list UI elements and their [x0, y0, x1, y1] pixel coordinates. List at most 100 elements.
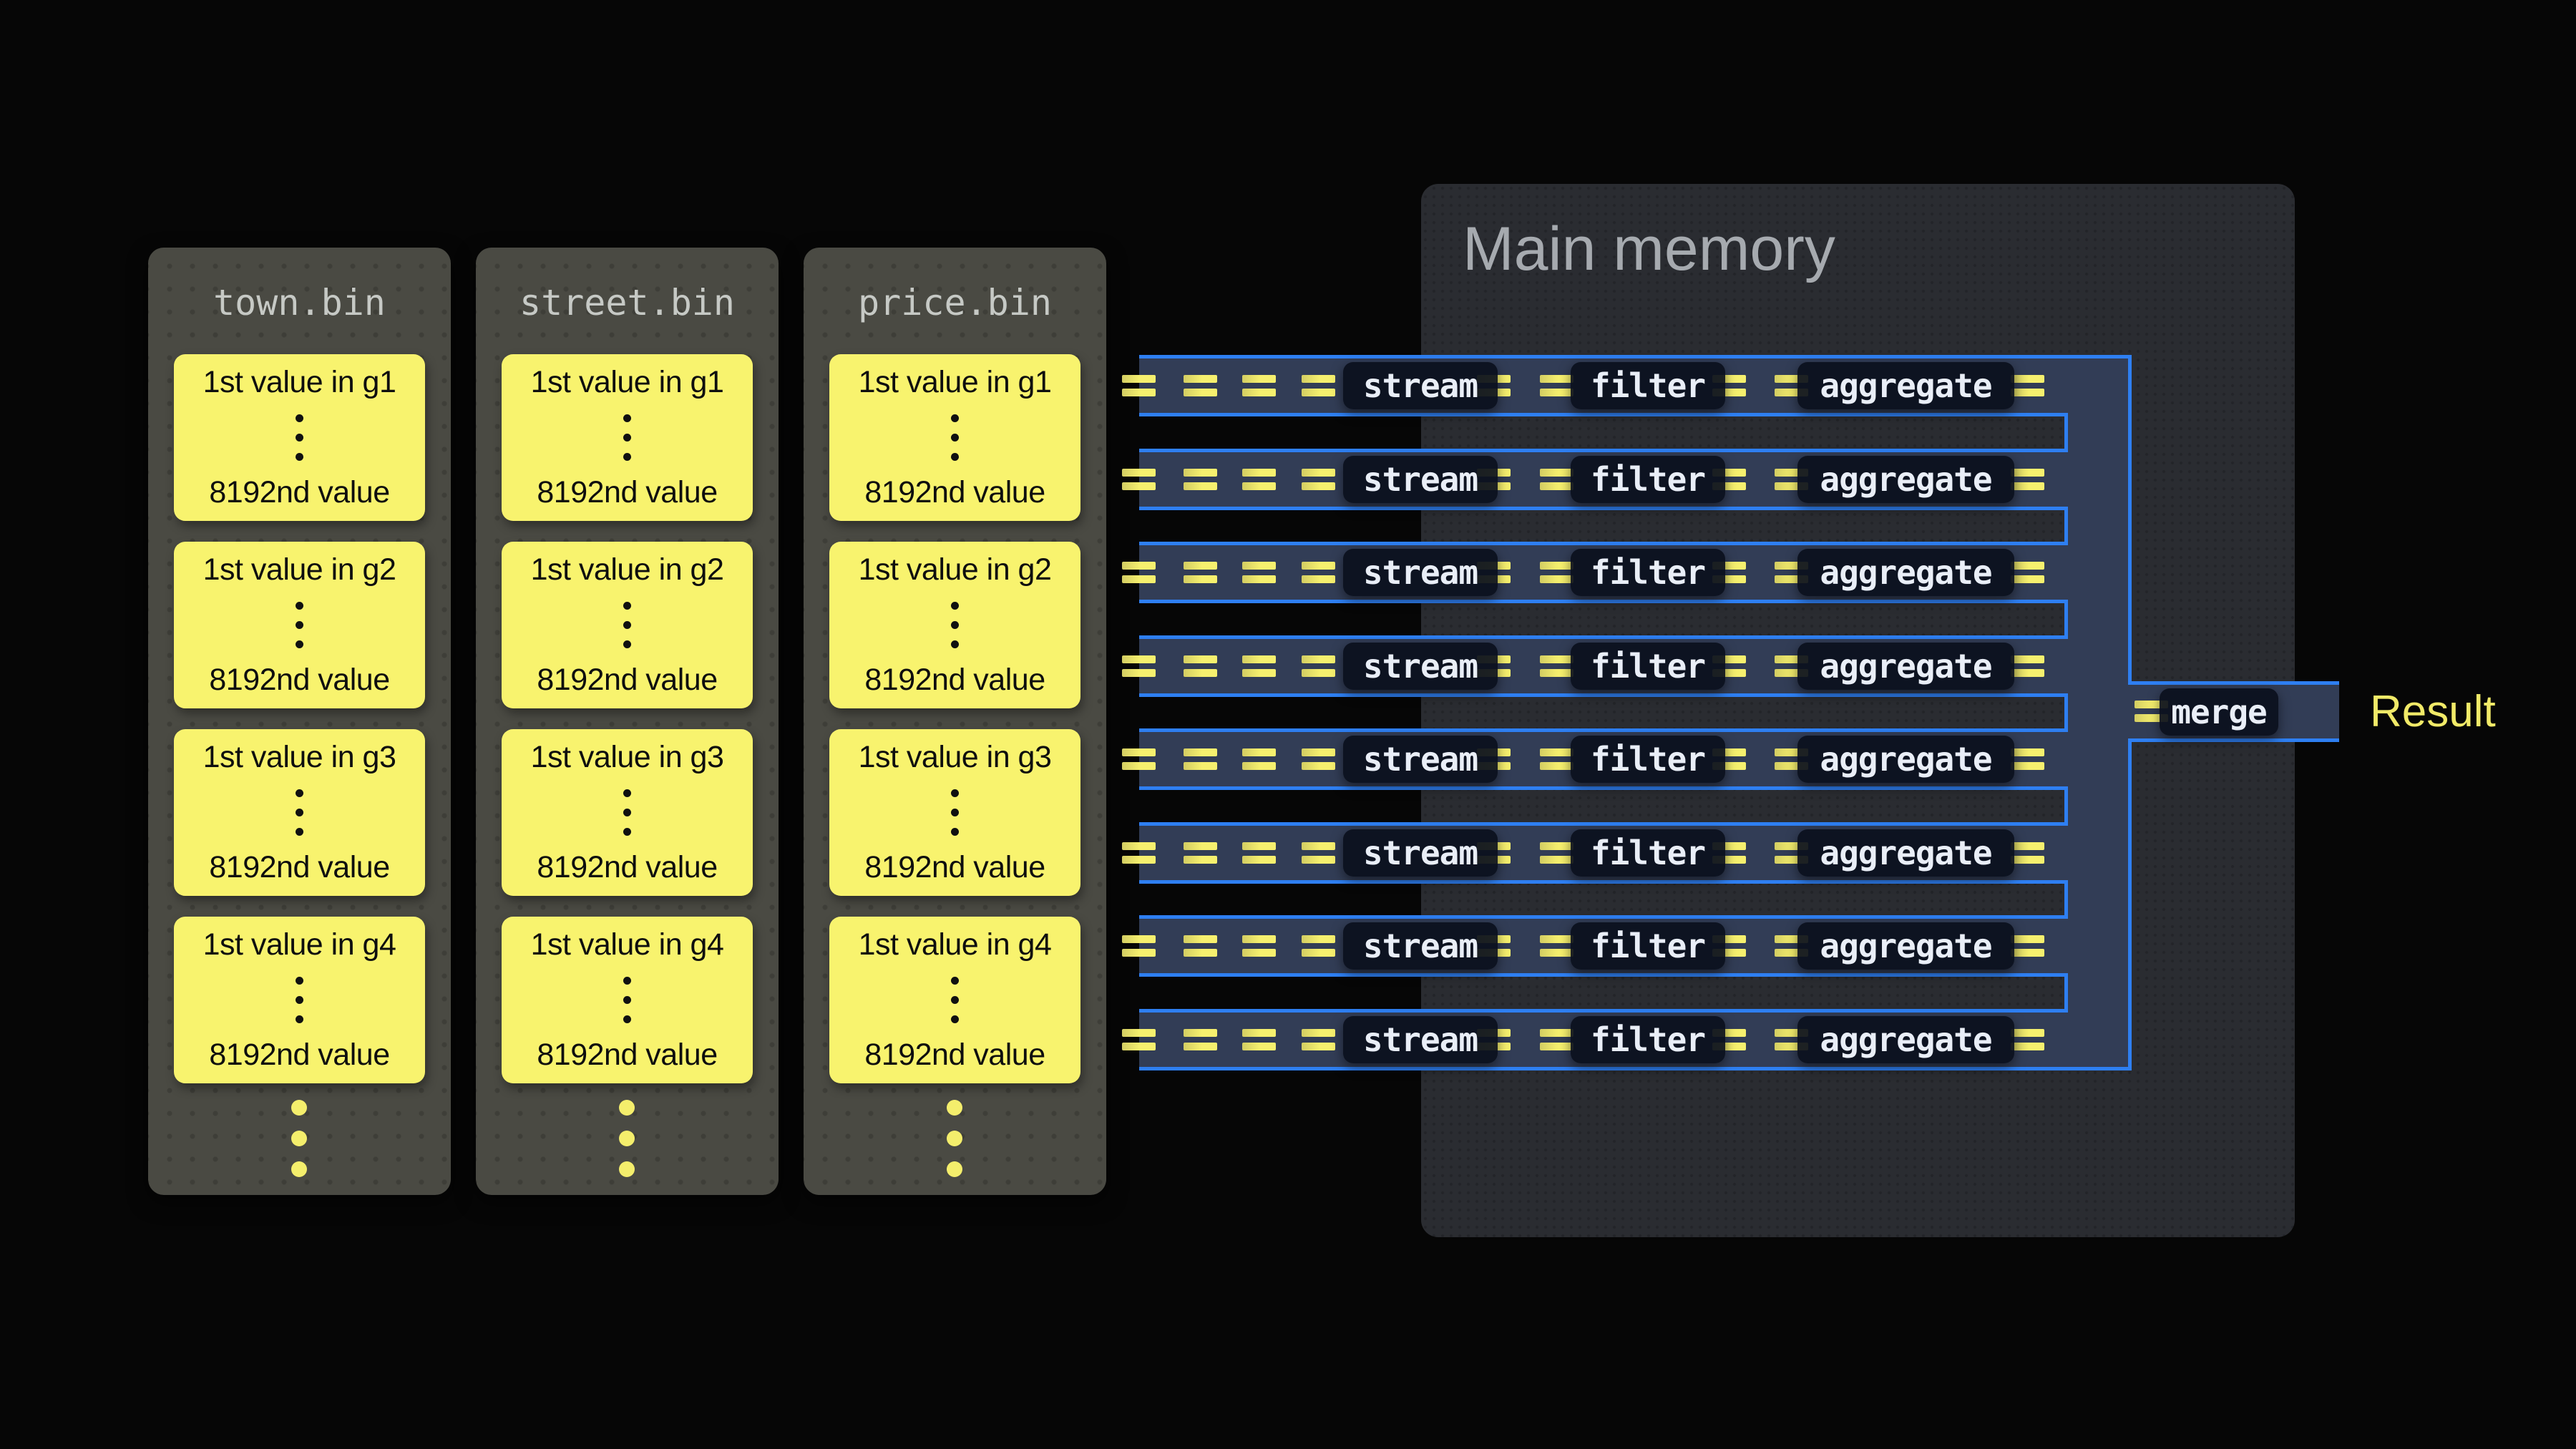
stream-operator-chip: stream — [1343, 922, 1498, 970]
main-memory-title: Main memory — [1463, 215, 1835, 283]
card-ellipsis-icon — [951, 977, 959, 1023]
data-stream-dashes-icon — [1242, 935, 1276, 957]
aggregate-operator-chip: aggregate — [1797, 456, 2014, 503]
value-card-g3: 1st value in g3 8192nd value — [829, 729, 1080, 896]
row-gap-connector — [2064, 413, 2068, 452]
data-stream-dashes-icon — [1540, 935, 1574, 957]
bin-file-title: street.bin — [519, 282, 736, 323]
stream-operator-chip: stream — [1343, 829, 1498, 877]
data-stream-dashes-icon — [1302, 655, 1335, 677]
data-stream-dashes-icon — [1302, 935, 1335, 957]
value-card-g4: 1st value in g4 8192nd value — [502, 917, 753, 1083]
filter-operator-chip: filter — [1571, 362, 1725, 409]
card-first-value: 1st value in g1 — [858, 365, 1052, 399]
card-first-value: 1st value in g3 — [530, 740, 724, 774]
data-stream-dashes-icon — [2011, 562, 2044, 583]
data-stream-dashes-icon — [1540, 748, 1574, 770]
more-groups-dot-icon — [619, 1161, 635, 1177]
data-stream-dashes-icon — [1540, 655, 1574, 677]
bin-file-title: town.bin — [213, 282, 386, 323]
card-first-value: 1st value in g3 — [858, 740, 1052, 774]
value-card-g4: 1st value in g4 8192nd value — [174, 917, 425, 1083]
filter-operator-chip: filter — [1571, 456, 1725, 503]
data-stream-dashes-icon — [2011, 935, 2044, 957]
data-stream-dashes-icon — [1242, 469, 1276, 490]
data-stream-dashes-icon — [1122, 748, 1156, 770]
data-stream-dashes-icon — [1540, 842, 1574, 864]
data-stream-dashes-icon — [1302, 1029, 1335, 1050]
card-ellipsis-icon — [296, 977, 303, 1023]
pipeline-row-5: stream filter aggregate — [1122, 728, 2068, 790]
data-stream-dashes-icon — [1242, 748, 1276, 770]
data-stream-dashes-icon — [1540, 1029, 1574, 1050]
more-groups-dot-icon — [947, 1161, 962, 1177]
data-stream-dashes-icon — [1184, 1029, 1217, 1050]
data-stream-dashes-icon — [1122, 469, 1156, 490]
data-stream-dashes-icon — [1775, 655, 1808, 677]
stream-operator-chip: stream — [1343, 362, 1498, 409]
data-stream-dashes-icon — [1242, 655, 1276, 677]
card-last-value: 8192nd value — [537, 1037, 718, 1072]
data-stream-dashes-icon — [1242, 375, 1276, 396]
data-stream-dashes-icon — [1775, 375, 1808, 396]
more-groups-dot-icon — [291, 1161, 307, 1177]
card-ellipsis-icon — [623, 602, 631, 648]
more-groups-dot-icon — [291, 1100, 307, 1116]
row-gap-connector — [2064, 973, 2068, 1013]
value-card-g2: 1st value in g2 8192nd value — [829, 542, 1080, 708]
card-first-value: 1st value in g2 — [203, 552, 396, 587]
aggregate-operator-chip: aggregate — [1797, 362, 2014, 409]
stream-operator-chip: stream — [1343, 1016, 1498, 1063]
card-ellipsis-icon — [951, 789, 959, 836]
aggregate-operator-chip: aggregate — [1797, 736, 2014, 783]
value-card-g2: 1st value in g2 8192nd value — [502, 542, 753, 708]
pipeline-row-3: stream filter aggregate — [1122, 542, 2068, 603]
row-gap-connector — [2064, 507, 2068, 545]
data-stream-dashes-icon — [1242, 562, 1276, 583]
result-label: Result — [2370, 687, 2496, 736]
aggregate-operator-chip: aggregate — [1797, 549, 2014, 596]
data-stream-dashes-icon — [1712, 562, 1746, 583]
bin-panel-price: price.bin 1st value in g1 8192nd value 1… — [804, 248, 1106, 1195]
card-ellipsis-icon — [296, 414, 303, 461]
card-first-value: 1st value in g2 — [530, 552, 724, 587]
data-stream-dashes-icon — [1184, 562, 1217, 583]
collector-border — [2128, 742, 2132, 1067]
data-stream-dashes-icon — [2011, 842, 2044, 864]
stream-operator-chip: stream — [1343, 643, 1498, 690]
merge-operator-chip: merge — [2160, 688, 2278, 736]
stream-operator-chip: stream — [1343, 549, 1498, 596]
data-stream-dashes-icon — [1302, 562, 1335, 583]
bin-panel-town: town.bin 1st value in g1 8192nd value 1s… — [148, 248, 451, 1195]
stream-operator-chip: stream — [1343, 736, 1498, 783]
data-stream-dashes-icon — [1540, 375, 1574, 396]
aggregate-operator-chip: aggregate — [1797, 1016, 2014, 1063]
filter-operator-chip: filter — [1571, 643, 1725, 690]
card-first-value: 1st value in g4 — [858, 927, 1052, 962]
data-stream-dashes-icon — [1540, 469, 1574, 490]
pipeline-row-4: stream filter aggregate — [1122, 635, 2068, 697]
data-stream-dashes-icon — [1775, 842, 1808, 864]
pipeline-row-7: stream filter aggregate — [1122, 915, 2068, 977]
more-groups-dot-icon — [947, 1100, 962, 1116]
card-ellipsis-icon — [296, 602, 303, 648]
pipeline-row-1: stream filter aggregate — [1122, 355, 2068, 416]
more-groups-dot-icon — [619, 1131, 635, 1146]
data-stream-dashes-icon — [1242, 1029, 1276, 1050]
row-gap-connector — [2064, 786, 2068, 826]
data-stream-dashes-icon — [2135, 701, 2168, 722]
data-stream-dashes-icon — [1775, 469, 1808, 490]
card-first-value: 1st value in g2 — [858, 552, 1052, 587]
filter-operator-chip: filter — [1571, 1016, 1725, 1063]
card-ellipsis-icon — [623, 414, 631, 461]
pipeline-row-6: stream filter aggregate — [1122, 822, 2068, 884]
data-stream-dashes-icon — [1122, 655, 1156, 677]
card-last-value: 8192nd value — [537, 662, 718, 697]
pipeline-row-8: stream filter aggregate — [1122, 1009, 2068, 1070]
value-card-g3: 1st value in g3 8192nd value — [502, 729, 753, 896]
aggregate-operator-chip: aggregate — [1797, 643, 2014, 690]
card-ellipsis-icon — [951, 414, 959, 461]
card-last-value: 8192nd value — [537, 474, 718, 509]
data-stream-dashes-icon — [1775, 1029, 1808, 1050]
